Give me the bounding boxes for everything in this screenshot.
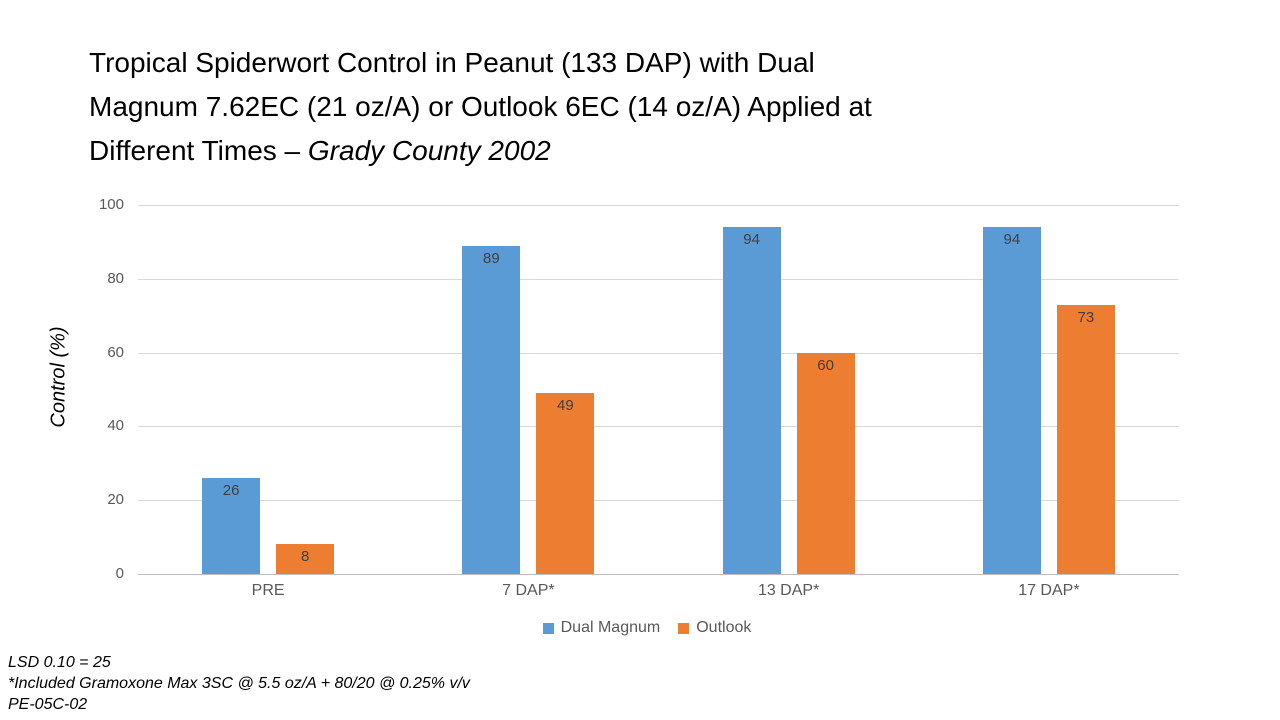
bar-value-label: 49 — [557, 397, 574, 415]
y-tick-label: 0 — [115, 565, 124, 582]
legend-swatch-outlook — [678, 622, 690, 634]
bar-dual-magnum — [722, 227, 781, 574]
y-tick-label: 40 — [107, 417, 124, 435]
bar-value-label: 60 — [817, 356, 834, 374]
chart-legend: Dual Magnum Outlook — [0, 617, 1280, 639]
x-axis-line — [138, 574, 1179, 575]
gridline — [138, 205, 1179, 206]
bar-outlook — [276, 544, 335, 574]
title-line-1: Tropical Spiderwort Control in Peanut (1… — [89, 47, 815, 78]
x-category-label: 7 DAP* — [502, 582, 555, 599]
legend-label-dual-magnum: Dual Magnum — [560, 619, 661, 636]
legend-label-outlook: Outlook — [696, 619, 752, 636]
bar-outlook — [1056, 304, 1115, 574]
bar-outlook — [796, 352, 855, 574]
footnote-treatment: *Included Gramoxone Max 3SC @ 5.5 oz/A +… — [8, 675, 470, 692]
y-tick-label: 80 — [107, 269, 124, 287]
bar-value-label: 94 — [1003, 231, 1021, 249]
legend-item-outlook: Outlook — [678, 619, 751, 637]
legend-swatch-dual-magnum — [542, 622, 554, 634]
footnote-trial-code: PE-05C-02 — [8, 696, 88, 713]
title-line-3: Different Times – Grady County 2002 — [89, 135, 551, 166]
slide-title: Tropical Spiderwort Control in Peanut (1… — [89, 41, 1209, 173]
bar-dual-magnum — [982, 227, 1041, 574]
bar-value-label: 8 — [300, 548, 310, 566]
legend-item-dual-magnum: Dual Magnum — [542, 619, 661, 637]
y-tick-label: 20 — [107, 491, 124, 509]
y-tick-label: 60 — [107, 343, 124, 361]
bar-value-label: 26 — [222, 482, 240, 500]
bar-value-label: 73 — [1077, 308, 1095, 326]
x-category-label: 13 DAP* — [757, 582, 820, 599]
title-line-2: Magnum 7.62EC (21 oz/A) or Outlook 6EC (… — [89, 91, 872, 122]
x-category-label: 17 DAP* — [1018, 582, 1080, 599]
gridline — [138, 278, 1179, 280]
y-axis-title: Control (%) — [47, 326, 70, 428]
gridline — [138, 426, 1179, 428]
bar-dual-magnum — [202, 478, 261, 574]
gridline — [138, 352, 1179, 354]
bar-outlook — [536, 393, 595, 574]
footnote-lsd: LSD 0.10 = 25 — [8, 654, 111, 671]
x-category-label: PRE — [251, 582, 285, 599]
footnotes: LSD 0.10 = 25 *Included Gramoxone Max 3S… — [8, 652, 470, 715]
gridline — [138, 500, 1179, 502]
bar-dual-magnum — [462, 245, 521, 574]
bar-value-label: 94 — [743, 231, 760, 249]
title-location-italic: Grady County 2002 — [307, 135, 551, 166]
y-tick-label: 100 — [98, 196, 124, 213]
bar-value-label: 89 — [483, 249, 500, 267]
